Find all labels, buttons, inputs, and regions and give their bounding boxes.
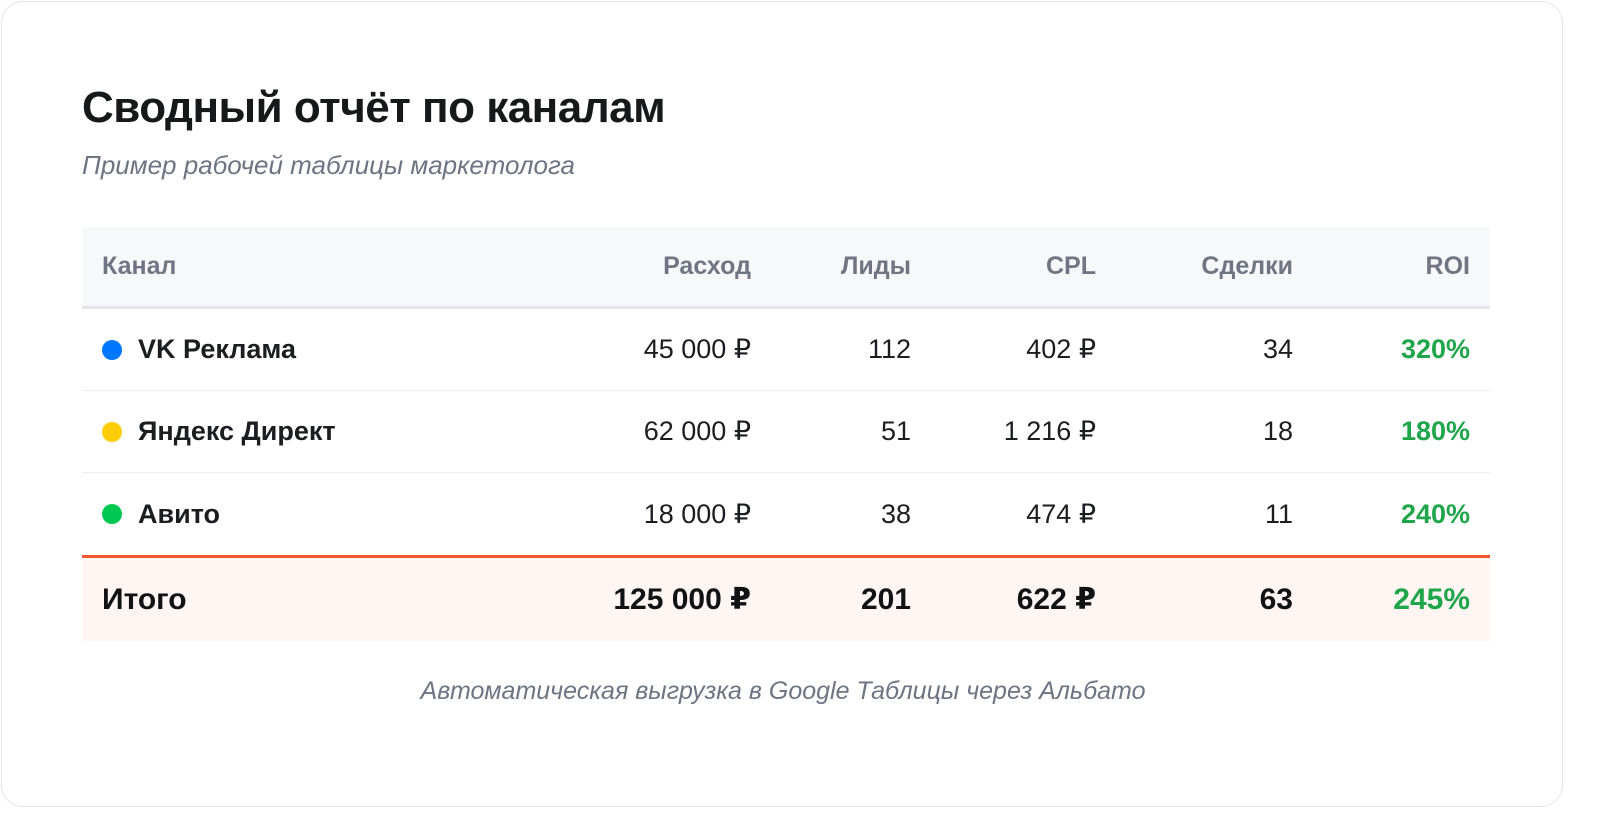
table-row[interactable]: Яндекс Директ 62 000 ₽ 51 1 216 ₽ 18 180…: [82, 391, 1490, 473]
header-roi[interactable]: ROI: [1425, 252, 1470, 280]
table-row[interactable]: Авито 18 000 ₽ 38 474 ₽ 11 240%: [82, 473, 1490, 555]
header-deals[interactable]: Сделки: [1201, 252, 1293, 280]
cpl-cell: 1 216 ₽: [1003, 416, 1096, 446]
header-leads[interactable]: Лиды: [840, 252, 911, 280]
channel-name-cell: Яндекс Директ: [102, 391, 336, 472]
roi-cell: 240%: [1400, 498, 1470, 529]
footnote: Автоматическая выгрузка в Google Таблицы…: [420, 677, 1146, 705]
channel-name-cell: Авито: [102, 473, 220, 555]
total-leads: 201: [860, 582, 911, 616]
table-total-row: Итого 125 000 ₽ 201 622 ₽ 63 245%: [82, 555, 1490, 641]
channel-name: VK Реклама: [138, 334, 297, 364]
page-title: Сводный отчёт по каналам: [82, 83, 666, 132]
report-card: Сводный отчёт по каналам Пример рабочей …: [1, 1, 1563, 807]
deals-cell: 18: [1262, 416, 1293, 446]
leads-cell: 38: [880, 498, 911, 529]
yandex-status-dot-icon: [102, 421, 122, 442]
deals-cell: 11: [1264, 498, 1293, 529]
leads-cell: 51: [880, 416, 911, 446]
total-roi: 245%: [1393, 582, 1470, 616]
header-cpl[interactable]: CPL: [1046, 252, 1096, 280]
channels-table: Канал Расход Лиды CPL Сделки ROI VK Рекл…: [82, 227, 1490, 641]
channel-name: Авито: [138, 498, 221, 529]
leads-cell: 112: [867, 334, 911, 364]
roi-cell: 320%: [1400, 334, 1470, 364]
header-channel[interactable]: Канал: [102, 252, 177, 280]
total-spend: 125 000 ₽: [613, 583, 751, 616]
table-row[interactable]: VK Реклама 45 000 ₽ 112 402 ₽ 34 320%: [82, 309, 1490, 391]
spend-cell: 18 000 ₽: [643, 498, 751, 529]
total-deals: 63: [1259, 582, 1293, 616]
spend-cell: 45 000 ₽: [643, 334, 751, 364]
channel-name-cell: VK Реклама: [102, 309, 296, 390]
total-label: Итого: [102, 582, 187, 616]
avito-status-dot-icon: [102, 504, 122, 524]
vk-status-dot-icon: [102, 339, 122, 360]
cpl-cell: 474 ₽: [1026, 498, 1096, 529]
total-cpl: 622 ₽: [1016, 583, 1096, 616]
roi-cell: 180%: [1400, 416, 1470, 446]
deals-cell: 34: [1262, 334, 1293, 364]
header-spend[interactable]: Расход: [663, 252, 751, 280]
spend-cell: 62 000 ₽: [643, 416, 751, 446]
page-subtitle: Пример рабочей таблицы маркетолога: [82, 150, 575, 180]
cpl-cell: 402 ₽: [1026, 334, 1096, 364]
table-header-row: Канал Расход Лиды CPL Сделки ROI: [82, 227, 1490, 309]
channel-name: Яндекс Директ: [138, 416, 336, 446]
